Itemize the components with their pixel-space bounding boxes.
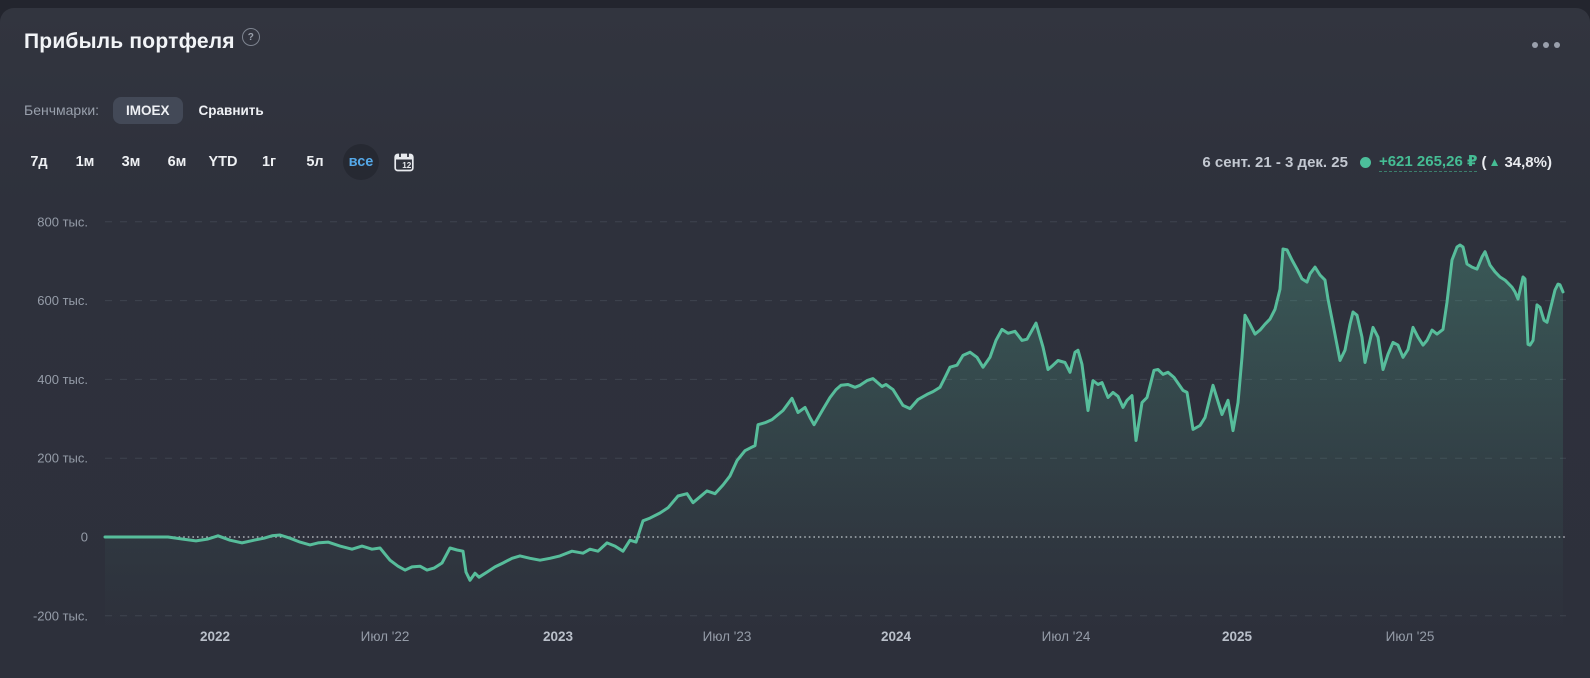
x-axis-tick: 2022 bbox=[200, 629, 230, 644]
range-tab-3м[interactable]: 3м bbox=[121, 154, 141, 170]
y-axis-tick: 0 bbox=[81, 530, 88, 545]
header-row: Прибыль портфеля ? bbox=[24, 28, 260, 54]
range-tab-YTD[interactable]: YTD bbox=[208, 154, 238, 170]
benchmark-chip-imoex[interactable]: IMOEX bbox=[113, 96, 183, 124]
y-axis-tick: 200 тыс. bbox=[37, 451, 88, 466]
x-axis-tick: Июл '24 bbox=[1042, 629, 1091, 644]
range-tabs: 7д 1м 3м 6м YTD 1г 5л все 12 bbox=[16, 144, 424, 180]
x-axis-tick: 2023 bbox=[543, 629, 574, 644]
benchmarks-label: Бенчмарки: bbox=[24, 102, 100, 118]
period-stats: 6 сент. 21 - 3 дек. 25 +621 265,26 ₽ ( ▲… bbox=[1202, 152, 1552, 172]
ellipsis-dot-icon bbox=[1554, 42, 1560, 48]
y-axis-tick: 400 тыс. bbox=[37, 372, 88, 387]
ellipsis-dot-icon bbox=[1543, 42, 1549, 48]
calendar-button[interactable]: 12 bbox=[384, 144, 424, 180]
range-tab-1м[interactable]: 1м bbox=[75, 154, 95, 170]
percent-value: 34,8%) bbox=[1504, 153, 1552, 171]
x-axis-tick: Июл '25 bbox=[1386, 629, 1435, 644]
range-tab-6м[interactable]: 6м bbox=[167, 154, 187, 170]
x-axis-tick: 2024 bbox=[881, 629, 912, 644]
profit-area-chart[interactable]: 800 тыс. 600 тыс. 400 тыс. 200 тыс. 0 -200 ты… bbox=[0, 190, 1590, 678]
range-tab-все[interactable]: все bbox=[343, 144, 379, 180]
series-dot-icon bbox=[1359, 156, 1371, 168]
more-menu-button[interactable] bbox=[1528, 38, 1564, 52]
y-axis-tick: 600 тыс. bbox=[37, 293, 88, 308]
compare-benchmark-button[interactable]: Сравнить bbox=[197, 97, 266, 124]
page-title: Прибыль портфеля bbox=[24, 30, 235, 53]
range-tab-5л[interactable]: 5л bbox=[306, 154, 324, 170]
profit-panel: Прибыль портфеля ? Бенчмарки: IMOEX Срав… bbox=[0, 8, 1590, 678]
profit-value[interactable]: +621 265,26 ₽ bbox=[1378, 153, 1478, 172]
period-range-label: 6 сент. 21 - 3 дек. 25 bbox=[1202, 153, 1348, 171]
benchmark-chips: IMOEX bbox=[113, 96, 183, 124]
calendar-icon: 12 bbox=[394, 152, 414, 172]
range-tab-1г[interactable]: 1г bbox=[261, 154, 277, 170]
ellipsis-dot-icon bbox=[1532, 42, 1538, 48]
help-icon[interactable]: ? bbox=[241, 28, 260, 46]
profit-line bbox=[103, 243, 1565, 582]
up-triangle-icon: ▲ bbox=[1488, 155, 1501, 169]
benchmarks-row: Бенчмарки: IMOEX Сравнить bbox=[24, 96, 266, 124]
svg-text:12: 12 bbox=[402, 161, 412, 170]
y-axis-tick: -200 тыс. bbox=[33, 608, 88, 623]
x-axis-tick: Июл '23 bbox=[703, 629, 752, 644]
x-axis-tick: Июл '22 bbox=[361, 629, 410, 644]
y-axis-tick: 800 тыс. bbox=[37, 214, 88, 229]
profit-area-fill bbox=[105, 245, 1563, 630]
x-axis-tick: 2025 bbox=[1222, 629, 1253, 644]
percent-paren-open: ( bbox=[1477, 153, 1487, 171]
range-tab-7д[interactable]: 7д bbox=[30, 154, 48, 170]
